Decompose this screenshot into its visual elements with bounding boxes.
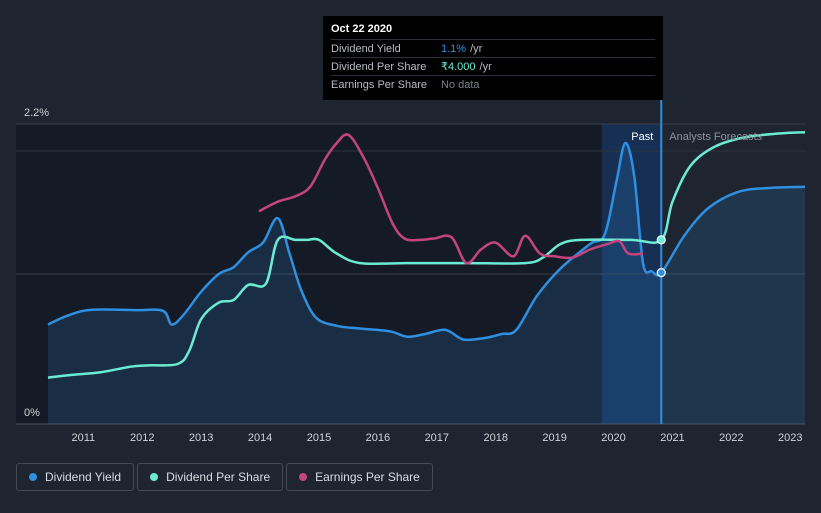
tooltip-label: Dividend Yield — [331, 42, 401, 55]
tooltip-row-dividend-yield: Dividend Yield 1.1% /yr — [331, 39, 655, 57]
x-tick-label: 2016 — [366, 432, 390, 444]
series-area-dividend-yield — [48, 143, 805, 424]
tooltip-unit: /yr — [479, 60, 492, 73]
tooltip-date: Oct 22 2020 — [331, 23, 393, 35]
legend-item-dividend-yield[interactable]: Dividend Yield — [16, 463, 135, 491]
x-tick-label: 2015 — [307, 432, 331, 444]
series-line-dividend-yield — [47, 141, 806, 342]
tooltip-unit: /yr — [470, 42, 483, 55]
legend: Dividend Yield Dividend Per Share Earnin… — [16, 463, 433, 491]
tooltip-row-dividend-per-share: Dividend Per Share ₹4.000 /yr — [331, 57, 655, 75]
legend-dot-icon — [29, 473, 37, 481]
y-tick-label: 2.2% — [24, 107, 49, 119]
x-tick-label: 2020 — [601, 432, 625, 444]
legend-label: Dividend Per Share — [166, 470, 271, 484]
series-line-earnings-per-share — [258, 133, 644, 265]
tooltip: Oct 22 2020 Dividend Yield 1.1% /yr Divi… — [323, 16, 663, 100]
x-tick-label: 2021 — [660, 432, 684, 444]
tooltip-value: 1.1% — [441, 42, 467, 55]
x-tick-label: 2011 — [72, 432, 96, 444]
tooltip-row-earnings-per-share: Earnings Per Share No data — [331, 75, 655, 93]
highlight-point — [656, 235, 666, 245]
legend-label: Earnings Per Share — [315, 470, 420, 484]
x-tick-label: 2013 — [189, 432, 213, 444]
legend-item-earnings-per-share[interactable]: Earnings Per Share — [286, 463, 433, 491]
legend-dot-icon — [150, 473, 159, 481]
tooltip-label: Dividend Per Share — [331, 60, 427, 73]
tooltip-label: Earnings Per Share — [331, 78, 427, 91]
x-tick-label: 2014 — [248, 432, 272, 444]
past-label: Past — [631, 131, 653, 143]
tooltip-value: No data — [441, 78, 480, 91]
tooltip-value: ₹4.000 — [441, 61, 476, 73]
legend-label: Dividend Yield — [45, 470, 122, 484]
x-tick-label: 2023 — [778, 432, 802, 444]
x-tick-label: 2018 — [483, 432, 507, 444]
y-tick-label: 0% — [24, 407, 40, 419]
x-tick-label: 2017 — [425, 432, 449, 444]
x-tick-label: 2022 — [719, 432, 743, 444]
x-tick-label: 2012 — [130, 432, 154, 444]
legend-item-dividend-per-share[interactable]: Dividend Per Share — [137, 463, 284, 491]
x-tick-label: 2019 — [542, 432, 566, 444]
forecast-label: Analysts Forecasts — [669, 131, 762, 143]
legend-dot-icon — [299, 473, 308, 481]
highlight-point — [656, 268, 666, 278]
series-line-dividend-per-share — [47, 130, 806, 379]
